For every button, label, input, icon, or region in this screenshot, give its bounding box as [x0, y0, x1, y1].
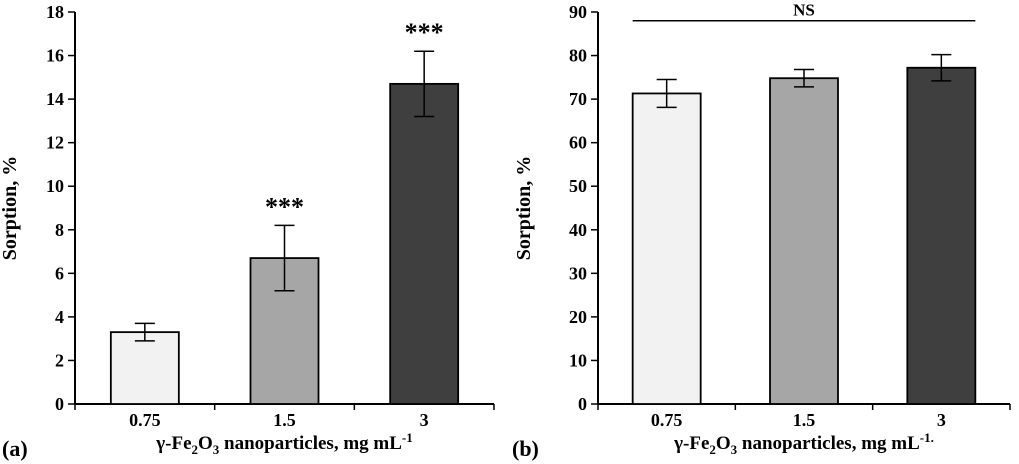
y-tick-label: 14	[46, 89, 64, 109]
bar-chart-a: 0 2 4 6 8 10 12 14 16 18 0.75 *** 1.5 *** 3 Sorption, %…	[0, 2, 495, 461]
x-axis-title: γ-Fe2O3 nanoparticles, mg mL-1	[155, 430, 413, 457]
panel-label: (a)	[2, 436, 28, 461]
y-tick-label: 18	[46, 2, 64, 22]
y-tick-label: 20	[569, 307, 587, 327]
chart-panel-a: 0 2 4 6 8 10 12 14 16 18 0.75 *** 1.5 *** 3 Sorption, %…	[0, 2, 495, 461]
x-axis-title: γ-Fe2O3 nanoparticles, mg mL-1.	[673, 430, 934, 457]
significance-stars: ***	[265, 192, 304, 221]
y-tick-label: 50	[569, 176, 587, 196]
ns-label: NS	[793, 1, 815, 20]
y-tick-label: 70	[569, 89, 587, 109]
y-tick-label: 60	[569, 133, 587, 153]
y-tick-label: 12	[46, 133, 64, 153]
significance-stars: ***	[405, 18, 444, 47]
bar-1.5	[769, 77, 839, 405]
y-tick-label: 90	[569, 2, 587, 22]
y-tick-label: 30	[569, 263, 587, 283]
x-tick-label: 3	[937, 410, 946, 430]
y-tick-label: 8	[55, 220, 64, 240]
y-tick-label: 2	[55, 350, 64, 370]
x-tick-label: 3	[420, 410, 429, 430]
x-tick-label: 0.75	[651, 410, 683, 430]
y-tick-label: 40	[569, 220, 587, 240]
x-tick-label: 1.5	[793, 410, 816, 430]
y-tick-label: 10	[46, 176, 64, 196]
bar-chart-b: 0 10 20 30 40 50 60 70 80 90 0.75 1.5 3 NS Sorption, %…	[512, 1, 1011, 461]
y-axis-title: Sorption, %	[513, 156, 535, 260]
bar-3	[906, 66, 977, 405]
chart-panel-b: 0 10 20 30 40 50 60 70 80 90 0.75 1.5 3 NS Sorption, %…	[510, 0, 1019, 464]
x-tick-label: 0.75	[129, 410, 161, 430]
panel-label: (b)	[512, 436, 539, 461]
y-tick-label: 0	[55, 394, 64, 414]
y-axis-title: Sorption, %	[0, 156, 21, 260]
y-tick-label: 0	[578, 394, 587, 414]
y-tick-label: 16	[46, 46, 64, 66]
y-tick-label: 80	[569, 46, 587, 66]
y-tick-label: 6	[55, 263, 64, 283]
y-tick-label: 4	[55, 307, 64, 327]
bar-0.75	[109, 331, 180, 405]
bar-3	[389, 82, 460, 405]
y-tick-label: 10	[569, 350, 587, 370]
x-tick-label: 1.5	[273, 410, 296, 430]
bar-0.75	[631, 92, 702, 405]
